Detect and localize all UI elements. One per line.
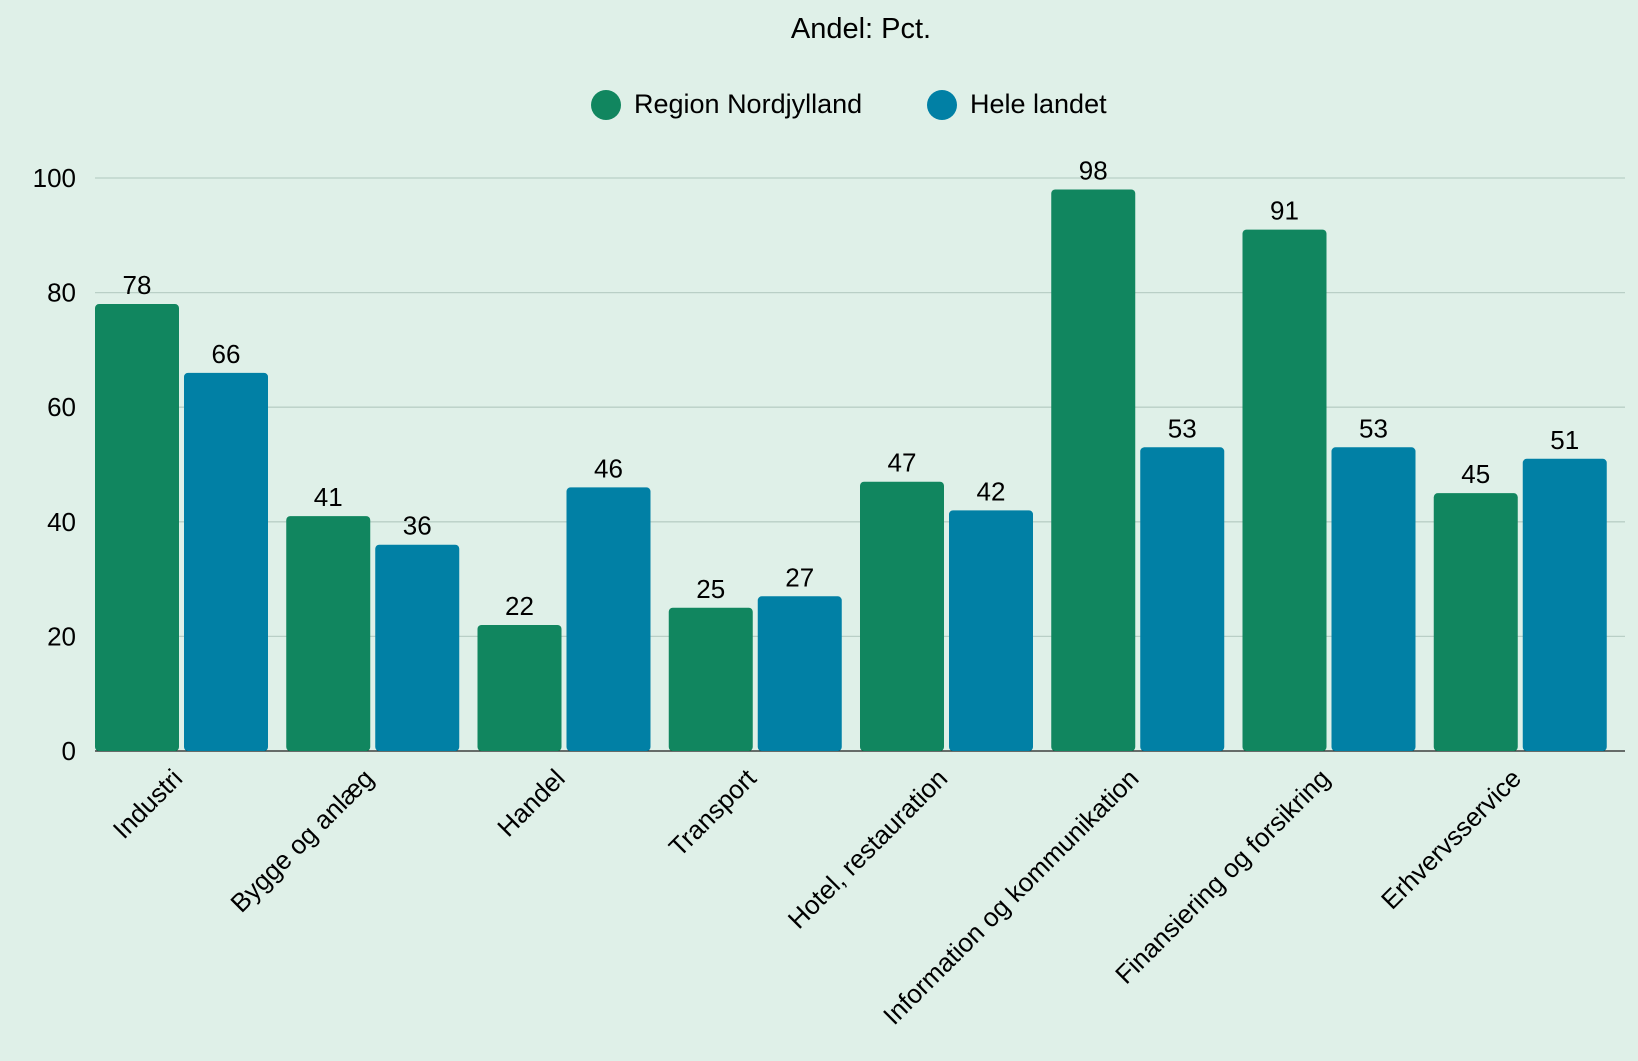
data-label: 25 <box>696 574 725 604</box>
data-label: 36 <box>403 511 432 541</box>
bar <box>375 544 460 751</box>
data-labels: 78 66 41 36 22 46 25 27 47 42 98 53 91 53 45 51 <box>123 155 1580 620</box>
data-label: 53 <box>1359 413 1388 443</box>
data-label: 51 <box>1550 425 1579 455</box>
data-label: 91 <box>1270 196 1299 226</box>
y-tick-label: 60 <box>47 392 76 422</box>
bar <box>1242 229 1327 751</box>
bar <box>860 481 944 751</box>
bar <box>95 304 179 751</box>
x-tick-label: Finansiering og forsikring <box>1109 763 1336 990</box>
x-tick-label: Erhvervsservice <box>1375 763 1527 915</box>
x-tick-label: Hotel, restauration <box>782 763 953 934</box>
data-label: 41 <box>314 482 343 512</box>
legend-swatch-1 <box>927 90 957 120</box>
bar <box>566 487 651 751</box>
legend-label-1: Hele landet <box>970 89 1107 119</box>
y-tick-label: 80 <box>47 278 76 308</box>
x-tick-label: Transport <box>663 762 763 862</box>
x-tick-label: Bygge og anlæg <box>224 763 379 918</box>
y-axis-ticks: 0 20 40 60 80 100 <box>33 163 76 766</box>
data-label: 78 <box>123 270 152 300</box>
data-label: 45 <box>1461 459 1490 489</box>
bar <box>1433 493 1518 751</box>
bar <box>668 607 753 751</box>
data-label: 27 <box>785 562 814 592</box>
y-tick-label: 40 <box>47 507 76 537</box>
legend: Region Nordjylland Hele landet <box>591 89 1107 120</box>
data-label: 42 <box>977 476 1006 506</box>
y-tick-label: 20 <box>47 621 76 651</box>
bars <box>95 189 1607 751</box>
bar <box>1331 447 1416 751</box>
x-tick-label: Handel <box>491 763 570 842</box>
bar <box>949 510 1033 751</box>
bar <box>184 372 268 751</box>
legend-label-0: Region Nordjylland <box>634 89 862 119</box>
bar <box>757 596 842 751</box>
y-tick-label: 0 <box>62 736 76 766</box>
data-label: 46 <box>594 453 623 483</box>
data-label: 53 <box>1168 413 1197 443</box>
data-label: 98 <box>1079 155 1108 185</box>
bar <box>1522 458 1607 751</box>
bar <box>1051 189 1136 751</box>
chart-subtitle: Andel: Pct. <box>791 13 931 45</box>
bar <box>477 624 562 751</box>
data-label: 22 <box>505 591 534 621</box>
bar <box>1140 447 1225 751</box>
data-label: 47 <box>888 448 917 478</box>
y-tick-label: 100 <box>33 163 76 193</box>
legend-swatch-0 <box>591 90 621 120</box>
bar <box>286 516 371 751</box>
data-label: 66 <box>212 339 241 369</box>
x-tick-label: Industri <box>107 763 189 845</box>
x-axis-labels: Industri Bygge og anlæg Handel Transport Hot… <box>107 762 1527 1030</box>
